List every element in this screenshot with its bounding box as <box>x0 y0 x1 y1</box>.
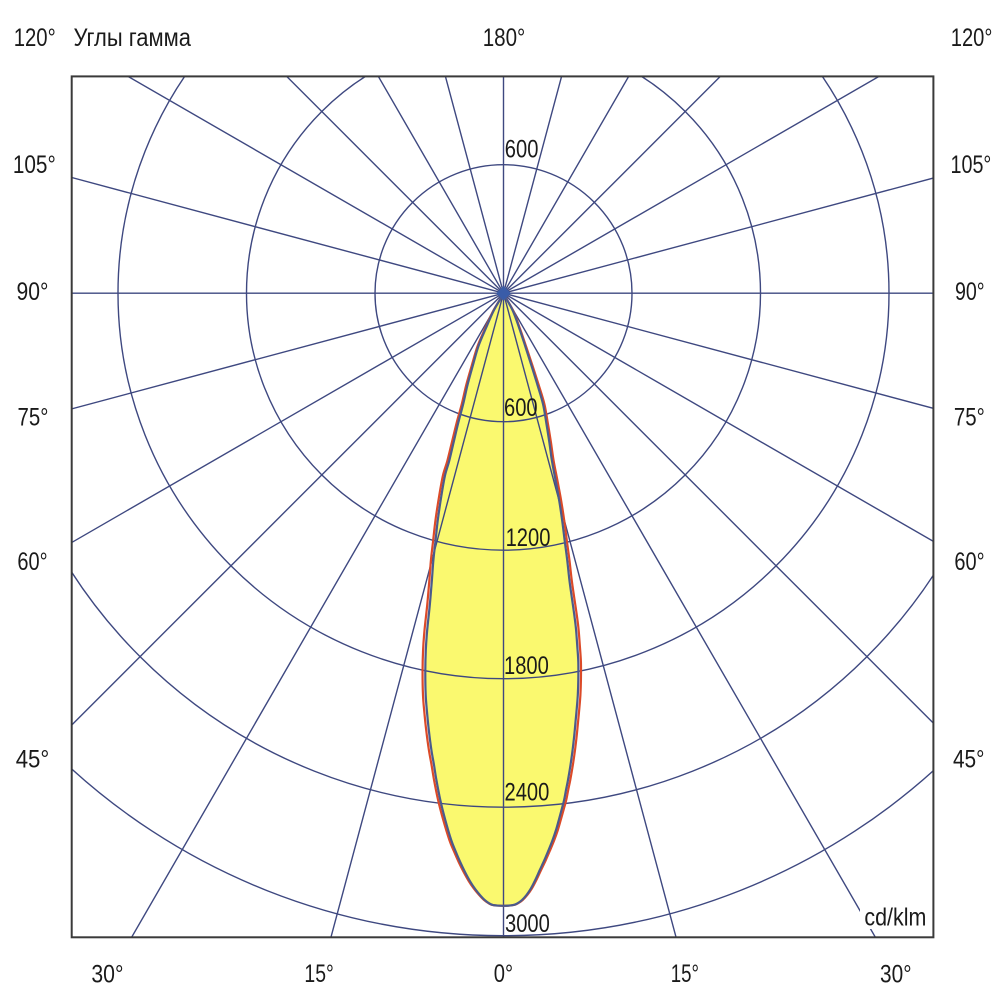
svg-text:45°: 45° <box>16 747 50 774</box>
svg-text:3000: 3000 <box>505 911 550 938</box>
svg-text:1800: 1800 <box>504 653 549 680</box>
svg-text:120°: 120° <box>951 25 993 52</box>
svg-text:45°: 45° <box>953 746 985 773</box>
svg-text:1200: 1200 <box>506 525 551 552</box>
svg-text:90°: 90° <box>955 279 985 306</box>
svg-text:60°: 60° <box>17 549 47 576</box>
svg-text:cd/klm: cd/klm <box>864 905 926 932</box>
svg-text:90°: 90° <box>17 279 49 306</box>
svg-text:Углы гамма: Углы гамма <box>74 25 192 52</box>
svg-text:60°: 60° <box>954 549 984 576</box>
svg-text:15°: 15° <box>304 961 333 988</box>
svg-text:15°: 15° <box>671 961 699 988</box>
svg-text:2400: 2400 <box>505 780 550 807</box>
svg-text:75°: 75° <box>18 405 49 432</box>
svg-text:600: 600 <box>504 395 538 422</box>
svg-text:105°: 105° <box>951 152 992 179</box>
svg-text:0°: 0° <box>494 961 513 988</box>
svg-text:75°: 75° <box>954 405 985 432</box>
svg-text:105°: 105° <box>13 152 56 179</box>
svg-text:180°: 180° <box>483 25 526 52</box>
svg-text:30°: 30° <box>91 961 123 988</box>
svg-text:600: 600 <box>505 137 539 164</box>
svg-text:120°: 120° <box>14 25 56 52</box>
svg-text:30°: 30° <box>880 961 912 988</box>
